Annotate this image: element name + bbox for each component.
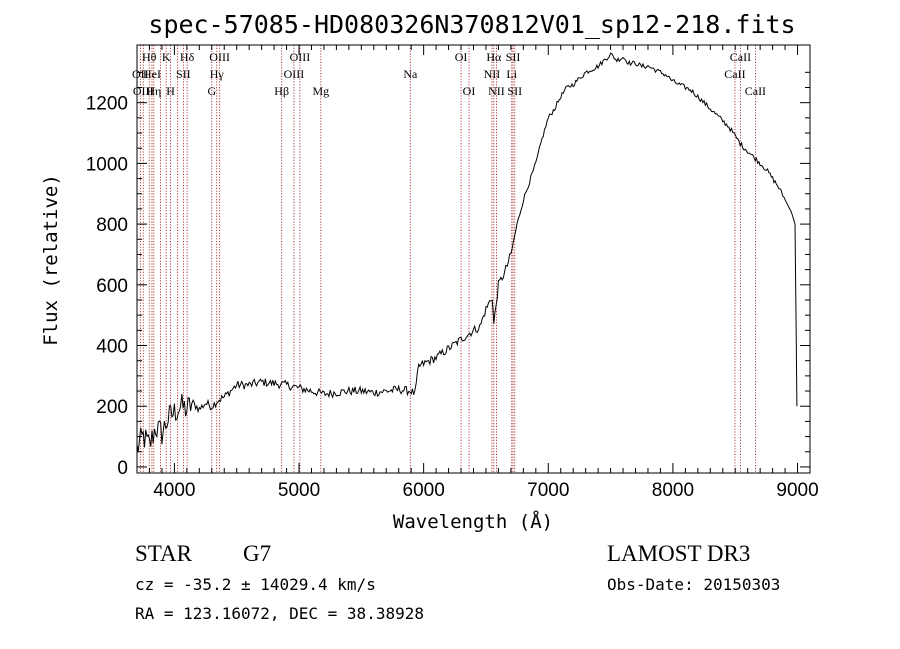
observation-date: Obs-Date: 20150303 [607, 575, 780, 594]
x-tick-label: 4000 [153, 480, 195, 501]
x-axis-ticks: 4000 5000 6000 7000 8000 9000 [136, 45, 819, 501]
x-axis-label: Wavelength (Å) [393, 510, 553, 533]
spectral-line-label: H [166, 84, 175, 98]
spectral-line-label: OI [463, 84, 476, 98]
spectral-line-label: OI [455, 50, 468, 64]
y-axis-label: Flux (relative) [40, 174, 62, 346]
spectral-line-label: Hδ [180, 50, 195, 64]
spectral-line-label: Hθ [142, 50, 157, 64]
object-class: STAR [135, 541, 193, 566]
spectral-line-label: Na [403, 67, 418, 81]
spectral-line-label: G [207, 84, 216, 98]
y-tick-label: 0 [117, 458, 128, 479]
spectral-line-label: HeI [143, 67, 161, 81]
coordinates: RA = 123.16072, DEC = 38.38928 [135, 604, 424, 623]
spectral-line-label: SII [176, 67, 191, 81]
spectral-line-label: Hγ [210, 67, 225, 81]
spectral-line-label: OIII [284, 67, 305, 81]
x-tick-label: 6000 [403, 480, 445, 501]
y-tick-label: 800 [96, 215, 128, 236]
x-tick-label: 7000 [527, 480, 569, 501]
spectral-line-label: SII [506, 50, 521, 64]
object-subclass: G7 [243, 541, 271, 566]
y-tick-label: 1200 [86, 94, 128, 115]
x-tick-label: 9000 [776, 480, 818, 501]
spectral-line-label: Hη [146, 84, 161, 98]
y-tick-label: 600 [96, 276, 128, 297]
x-tick-label: 5000 [278, 480, 320, 501]
spectral-line-label: NII [484, 67, 501, 81]
y-tick-label: 400 [96, 337, 128, 358]
spectral-line-labels-layer: OIIOIIIHθHeIHηKHSIIHδGHγOIIIHβOIIIOIIIMg… [132, 50, 766, 98]
spectral-lines-layer [139, 45, 756, 473]
spectral-line-label: CaII [724, 67, 745, 81]
spectral-line-label: SII [507, 84, 522, 98]
spectral-line-label: Hβ [274, 84, 289, 98]
survey-name: LAMOST DR3 [607, 541, 750, 566]
spectral-line-label: Hα [486, 50, 502, 64]
spectral-line-label: OII [132, 67, 149, 81]
redshift-info: cz = -35.2 ± 14029.4 km/s [135, 575, 376, 594]
y-axis-ticks: 0 200 400 600 800 1000 1200 [86, 71, 810, 479]
spectral-line-label: Mg [312, 84, 329, 98]
y-tick-label: 200 [96, 397, 128, 418]
spectral-line-label: OIII [209, 50, 230, 64]
spectral-line-label: NII [488, 84, 505, 98]
spectrum-line [136, 52, 798, 452]
chart-title: spec-57085-HD080326N370812V01_sp12-218.f… [148, 10, 795, 39]
spectral-line-label: Li [506, 67, 517, 81]
x-tick-label: 8000 [652, 480, 694, 501]
spectral-line-label: CaII [745, 84, 766, 98]
spectral-line-label: K [162, 50, 171, 64]
spectral-line-label: OIII [290, 50, 311, 64]
y-tick-label: 1000 [86, 154, 128, 175]
spectral-line-label: CaII [730, 50, 751, 64]
